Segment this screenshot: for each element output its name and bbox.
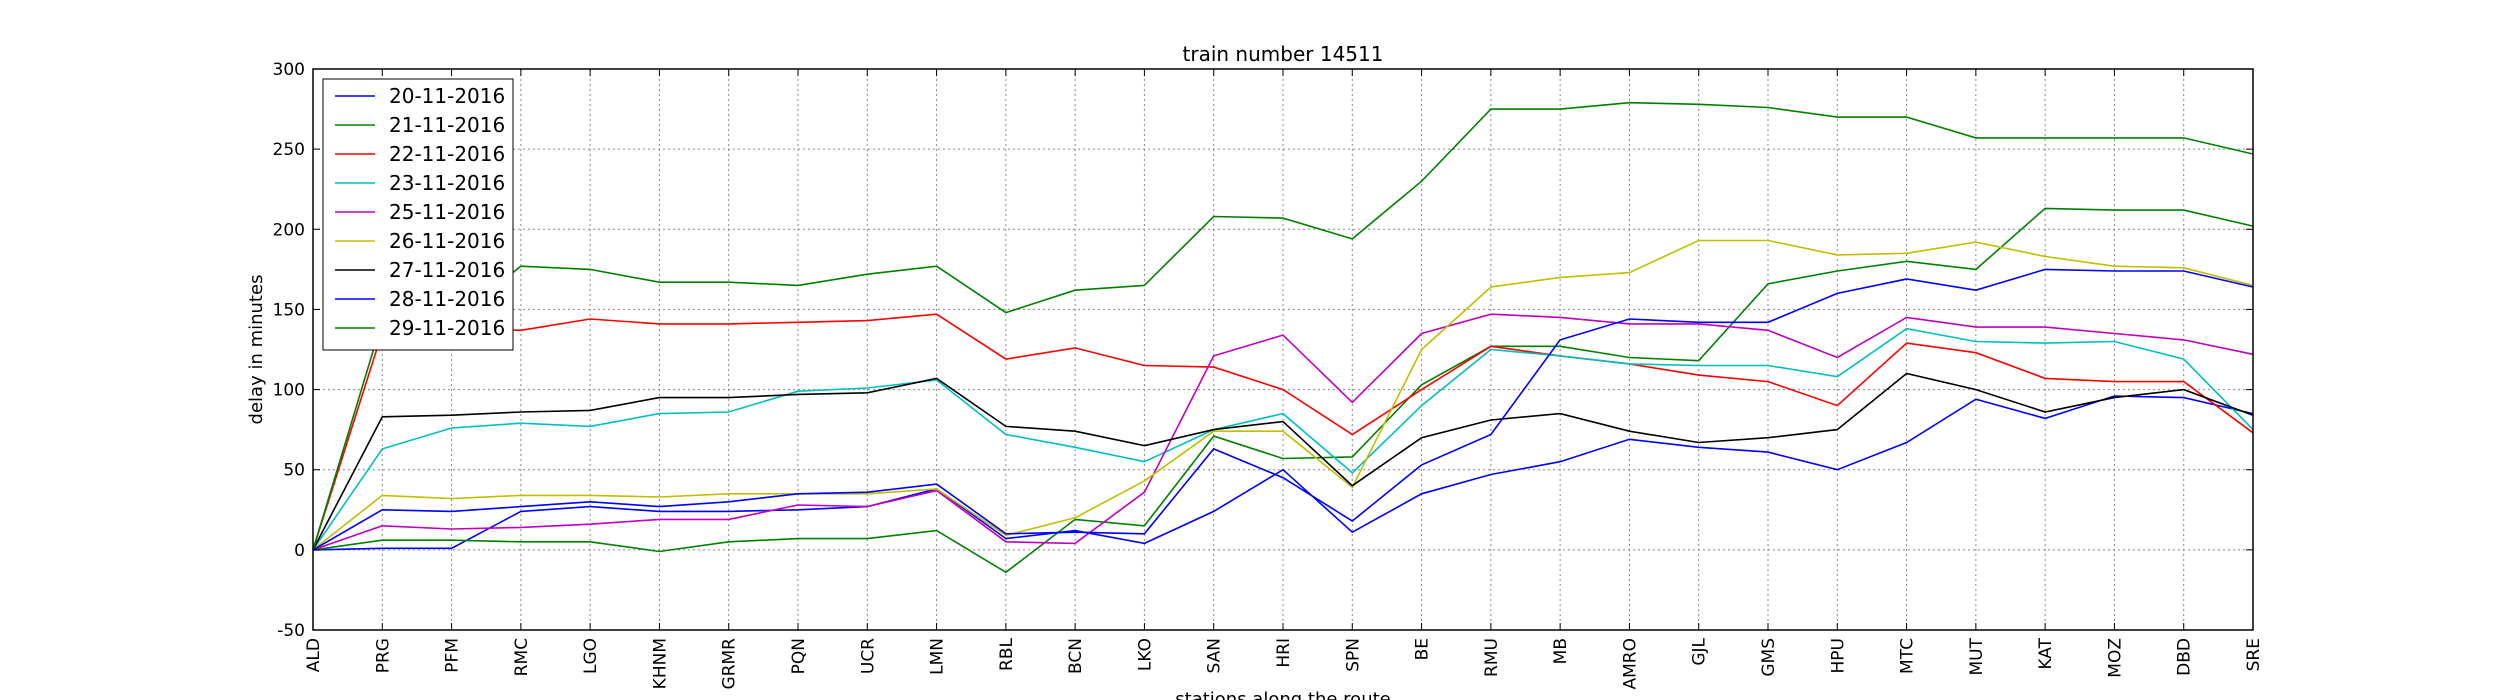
x-tick-label: GRMR: [720, 638, 740, 690]
series-layer: [312, 101, 2254, 574]
series-line-20-11-2016: [312, 395, 2254, 551]
x-tick-label: UCR: [858, 638, 878, 674]
y-tick-label: 250: [273, 140, 305, 160]
x-tick-label: MTC: [1898, 638, 1918, 674]
y-tick-label: 50: [283, 461, 305, 481]
x-tick-label: LGO: [581, 638, 601, 674]
legend-entry-label: 20-11-2016: [389, 84, 505, 108]
x-tick-label: HPU: [1828, 638, 1848, 673]
series-line-27-11-2016: [312, 372, 2254, 551]
x-axis-title: stations along the route: [1175, 689, 1390, 700]
x-tick-label: LKO: [1135, 638, 1155, 671]
x-tick-label: PFM: [443, 638, 463, 673]
legend: 20-11-2016 21-11-2016 22-11-2016 23-11-2016…: [322, 78, 514, 351]
chart-title: train number 14511: [1183, 42, 1384, 66]
y-tick-label: 150: [273, 300, 305, 320]
grid-layer: [312, 68, 2254, 631]
x-tick-label: RMU: [1482, 638, 1502, 677]
legend-entry-label: 23-11-2016: [389, 171, 505, 195]
x-tick-label: SPN: [1343, 638, 1363, 672]
y-axis-ticks: -50 0 50 100 150 200 250 300: [273, 60, 2253, 641]
x-tick-label: BE: [1413, 638, 1433, 660]
x-tick-label: KHNM: [650, 638, 670, 689]
series-line-25-11-2016: [312, 313, 2254, 551]
y-tick-label: 100: [273, 381, 305, 401]
series-line-29-11-2016: [312, 101, 2254, 551]
series-line-28-11-2016: [312, 268, 2254, 551]
series-line-26-11-2016: [312, 239, 2254, 551]
x-tick-label: PQN: [789, 638, 809, 674]
series-line-22-11-2016: [312, 313, 2254, 551]
legend-entry-label: 27-11-2016: [389, 258, 505, 282]
x-tick-label: AMRO: [1620, 638, 1640, 690]
legend-entry-label: 29-11-2016: [389, 316, 505, 340]
legend-entry-label: 28-11-2016: [389, 287, 505, 311]
x-tick-label: RMC: [512, 638, 532, 676]
x-tick-label: DBD: [2175, 638, 2195, 676]
y-tick-label: 300: [273, 60, 305, 80]
y-axis-title: delay in minutes: [246, 275, 267, 425]
y-tick-label: -50: [277, 621, 305, 641]
x-tick-label: LMN: [928, 638, 948, 675]
x-tick-label: ALD: [304, 638, 324, 672]
x-tick-label: HRI: [1274, 638, 1294, 668]
x-tick-label: GMS: [1759, 638, 1779, 677]
legend-entry-label: 21-11-2016: [389, 113, 505, 137]
x-tick-label: MOZ: [2105, 638, 2125, 678]
x-axis-ticks: ALD PRG PFM RMC LGO KHNM GRMR PQN UCR LMN RBL BCN LK…: [304, 69, 2264, 690]
legend-entry-label: 22-11-2016: [389, 142, 505, 166]
series-line-23-11-2016: [312, 327, 2254, 551]
legend-entry-label: 26-11-2016: [389, 229, 505, 253]
x-tick-label: SAN: [1205, 638, 1225, 673]
y-tick-label: 0: [294, 541, 305, 561]
series-line-21-11-2016: [312, 207, 2254, 574]
y-tick-label: 200: [273, 220, 305, 240]
x-tick-label: MUT: [1967, 637, 1987, 675]
x-tick-label: BCN: [1066, 638, 1086, 674]
x-tick-label: PRG: [373, 638, 393, 673]
legend-entry-label: 25-11-2016: [389, 200, 505, 224]
x-tick-label: RBL: [997, 637, 1017, 670]
x-tick-label: MB: [1551, 638, 1571, 664]
legend-box: [322, 78, 514, 351]
x-tick-label: KAT: [2036, 637, 2056, 669]
x-tick-label: SRE: [2244, 638, 2264, 671]
x-tick-label: GJL: [1690, 637, 1710, 665]
